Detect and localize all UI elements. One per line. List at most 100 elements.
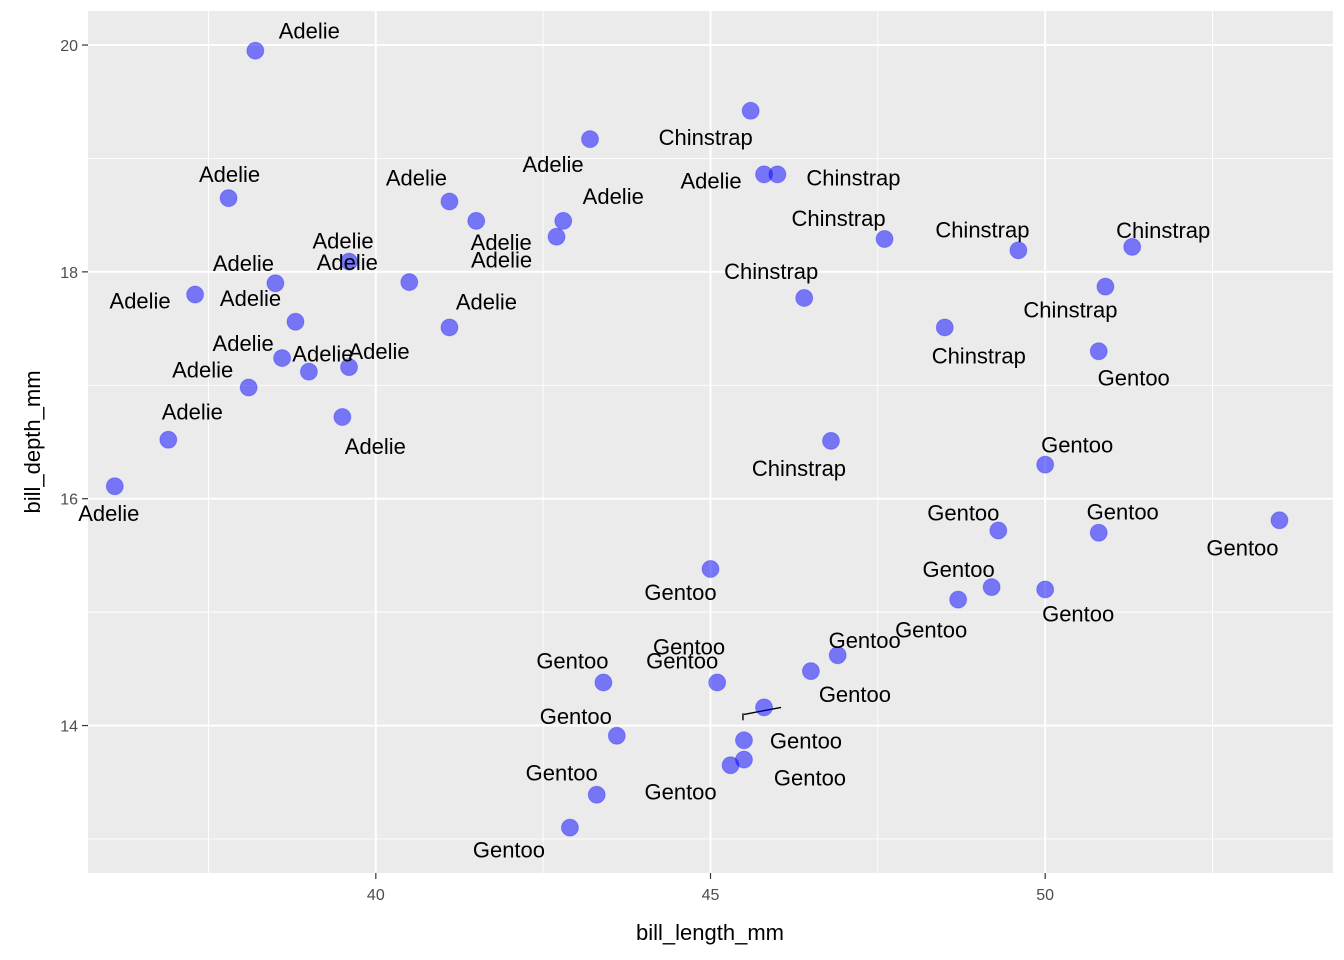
data-points (105, 41, 1289, 837)
y-axis-ticks: 14 16 18 20 (60, 38, 88, 736)
point-label: Adelie (78, 501, 139, 526)
point-label: Chinstrap (724, 259, 818, 284)
y-tick-label: 20 (60, 38, 78, 55)
y-axis-title: bill_depth_mm (20, 370, 45, 513)
scatter-point (755, 698, 774, 717)
scatter-point (587, 785, 606, 804)
scatter-point (708, 673, 727, 692)
point-label: Adelie (583, 184, 644, 209)
point-label: Gentoo (1087, 500, 1159, 525)
point-label: Adelie (386, 166, 447, 191)
point-label: Gentoo (1206, 535, 1278, 560)
point-label: Chinstrap (752, 456, 846, 481)
point-label: Gentoo (829, 628, 901, 653)
scatter-point (1123, 237, 1142, 256)
scatter-point (333, 408, 352, 427)
scatter-point (340, 252, 359, 271)
scatter-point (795, 288, 814, 307)
scatter-point (1270, 511, 1289, 530)
point-label: Chinstrap (1023, 298, 1117, 323)
point-label: Adelie (162, 400, 223, 425)
point-label: Adelie (110, 289, 171, 314)
point-label: Gentoo (646, 648, 718, 673)
scatter-point (299, 362, 318, 381)
scatter-point (440, 192, 459, 211)
x-tick-label: 45 (702, 887, 720, 904)
point-label: Gentoo (770, 728, 842, 753)
scatter-point (266, 274, 285, 293)
scatter-point (219, 189, 238, 208)
point-label: Gentoo (653, 634, 725, 659)
scatter-point (440, 318, 459, 337)
point-label: Gentoo (774, 766, 846, 791)
point-label: Adelie (199, 162, 260, 187)
scatter-point (186, 285, 205, 304)
scatter-point (935, 318, 954, 337)
scatter-point (1089, 523, 1108, 542)
scatter-point (989, 521, 1008, 540)
point-label: Chinstrap (806, 165, 900, 190)
scatter-point (547, 227, 566, 246)
scatter-point (246, 41, 265, 60)
scatter-point (594, 673, 613, 692)
point-label: Chinstrap (791, 206, 885, 231)
y-tick-label: 18 (60, 265, 78, 282)
scatter-point (1036, 455, 1055, 474)
point-label: Chinstrap (932, 343, 1026, 368)
scatter-point (1096, 277, 1115, 296)
point-label: Gentoo (927, 500, 999, 525)
scatter-point (560, 818, 579, 837)
point-label: Gentoo (540, 704, 612, 729)
scatter-point (607, 726, 626, 745)
scatter-point (982, 578, 1001, 597)
scatter-point (1036, 580, 1055, 599)
point-label: Adelie (522, 152, 583, 177)
scatter-point (400, 273, 419, 292)
scatter-point (1009, 241, 1028, 260)
point-label: Adelie (279, 19, 340, 44)
point-label: Adelie (317, 250, 378, 275)
point-label: Adelie (312, 229, 373, 254)
scatter-point (768, 165, 787, 184)
x-tick-label: 40 (367, 887, 385, 904)
scatter-point (875, 229, 894, 248)
scatter-point (828, 646, 847, 665)
point-label: Adelie (456, 289, 517, 314)
point-label: Gentoo (536, 648, 608, 673)
point-label: Gentoo (819, 682, 891, 707)
point-label: Adelie (345, 434, 406, 459)
point-label: Adelie (172, 358, 233, 383)
scatter-point (721, 756, 740, 775)
point-label: Adelie (213, 251, 274, 276)
point-label: Chinstrap (1116, 218, 1210, 243)
point-label: Gentoo (1041, 433, 1113, 458)
scatter-point (273, 349, 292, 368)
point-label: Gentoo (895, 618, 967, 643)
point-label: Gentoo (644, 779, 716, 804)
scatter-point (467, 211, 486, 230)
point-label: Gentoo (526, 761, 598, 786)
point-label: Adelie (348, 339, 409, 364)
point-label: Adelie (471, 248, 532, 273)
scatter-point (554, 211, 573, 230)
x-tick-label: 50 (1036, 887, 1054, 904)
scatter-point (741, 101, 760, 120)
scatter-point (734, 731, 753, 750)
point-label: Gentoo (1098, 365, 1170, 390)
scatter-point (821, 431, 840, 450)
scatter-point (1089, 342, 1108, 361)
scatter-point (701, 560, 720, 579)
point-label: Adelie (471, 230, 532, 255)
scatter-point (340, 358, 359, 377)
scatter-point (239, 378, 258, 397)
scatter-point (949, 590, 968, 609)
scatter-point (581, 130, 600, 149)
point-label: Chinstrap (659, 125, 753, 150)
point-label: Gentoo (1042, 601, 1114, 626)
point-label: Gentoo (473, 838, 545, 863)
point-label: Chinstrap (935, 217, 1029, 242)
y-tick-label: 14 (60, 719, 78, 736)
y-tick-label: 16 (60, 492, 78, 509)
